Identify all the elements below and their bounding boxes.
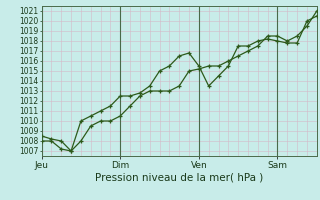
X-axis label: Pression niveau de la mer( hPa ): Pression niveau de la mer( hPa ) bbox=[95, 173, 263, 183]
